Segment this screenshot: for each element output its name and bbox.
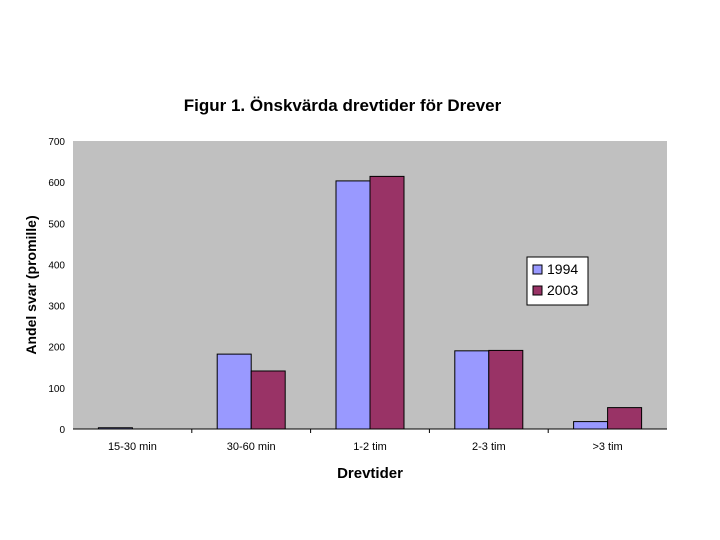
bar-2003-2 (369, 175, 405, 430)
chart-title: Figur 1. Önskvärda drevtider för Drever (183, 96, 502, 115)
x-tick-label: >3 tim (592, 441, 622, 453)
bar-1994-1 (216, 353, 252, 430)
x-tick-label: 1-2 tim (353, 441, 387, 453)
y-axis-title: Andel svar (promille) (23, 215, 39, 354)
legend-swatch-1994 (532, 264, 543, 275)
bar-1994-3 (454, 350, 490, 430)
y-tick-label: 600 (48, 178, 65, 189)
bar-1994-2 (335, 180, 371, 430)
y-tick-label: 200 (48, 343, 65, 354)
x-tick-label: 30-60 min (227, 441, 276, 453)
y-tick-label: 700 (48, 137, 65, 148)
legend-label-1994: 1994 (547, 261, 578, 277)
x-tick-label: 15-30 min (108, 441, 157, 453)
y-tick-label: 500 (48, 219, 65, 230)
legend-label-2003: 2003 (547, 282, 578, 298)
y-tick-label: 400 (48, 260, 65, 271)
legend: 1994 2003 (526, 256, 589, 306)
bar-1994-0 (97, 427, 133, 430)
x-axis-title: Drevtider (337, 465, 403, 482)
y-tick-label: 100 (48, 384, 65, 395)
bar-2003-1 (250, 370, 286, 430)
y-axis-ticks: 0 100 200 300 400 500 600 700 (48, 137, 65, 436)
x-axis-ticks: 15-30 min 30-60 min 1-2 tim 2-3 tim >3 tim (108, 429, 623, 453)
y-tick-label: 0 (59, 425, 65, 436)
y-tick-label: 300 (48, 302, 65, 313)
bar-2003-4 (607, 407, 643, 430)
bar-1994-4 (573, 421, 609, 430)
legend-swatch-2003 (532, 285, 543, 296)
x-tick-label: 2-3 tim (472, 441, 506, 453)
bars (97, 175, 643, 430)
bar-2003-3 (488, 349, 524, 430)
